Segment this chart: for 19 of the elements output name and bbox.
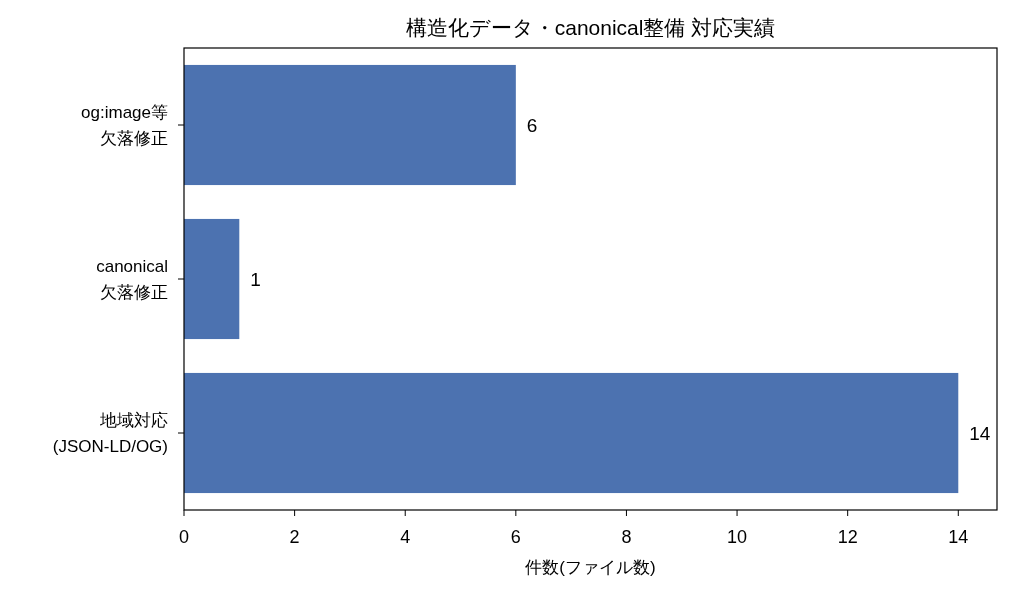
x-tick-label: 14 — [948, 527, 969, 548]
x-tick-label: 6 — [510, 527, 521, 548]
bar — [184, 64, 516, 186]
x-tick-label: 2 — [289, 527, 300, 548]
y-tick-label: canonical欠落修正 — [96, 257, 168, 302]
y-tick-label: og:image等欠落修正 — [81, 103, 168, 148]
bar — [184, 218, 240, 340]
chart-title: 構造化データ・canonical整備 対応実績 — [405, 16, 776, 40]
data-label: 6 — [526, 114, 538, 136]
x-tick-label: 0 — [178, 527, 190, 548]
x-tick-label: 4 — [400, 527, 411, 548]
x-tick-label: 8 — [621, 527, 632, 548]
bar — [184, 372, 959, 494]
x-tick-label: 10 — [727, 527, 748, 548]
data-label: 14 — [969, 422, 991, 444]
data-label: 1 — [250, 268, 261, 290]
y-tick-label: 地域対応(JSON-LD/OG) — [52, 411, 168, 456]
x-axis-title: 件数(ファイル数) — [525, 557, 656, 577]
x-tick-label: 12 — [837, 527, 858, 548]
